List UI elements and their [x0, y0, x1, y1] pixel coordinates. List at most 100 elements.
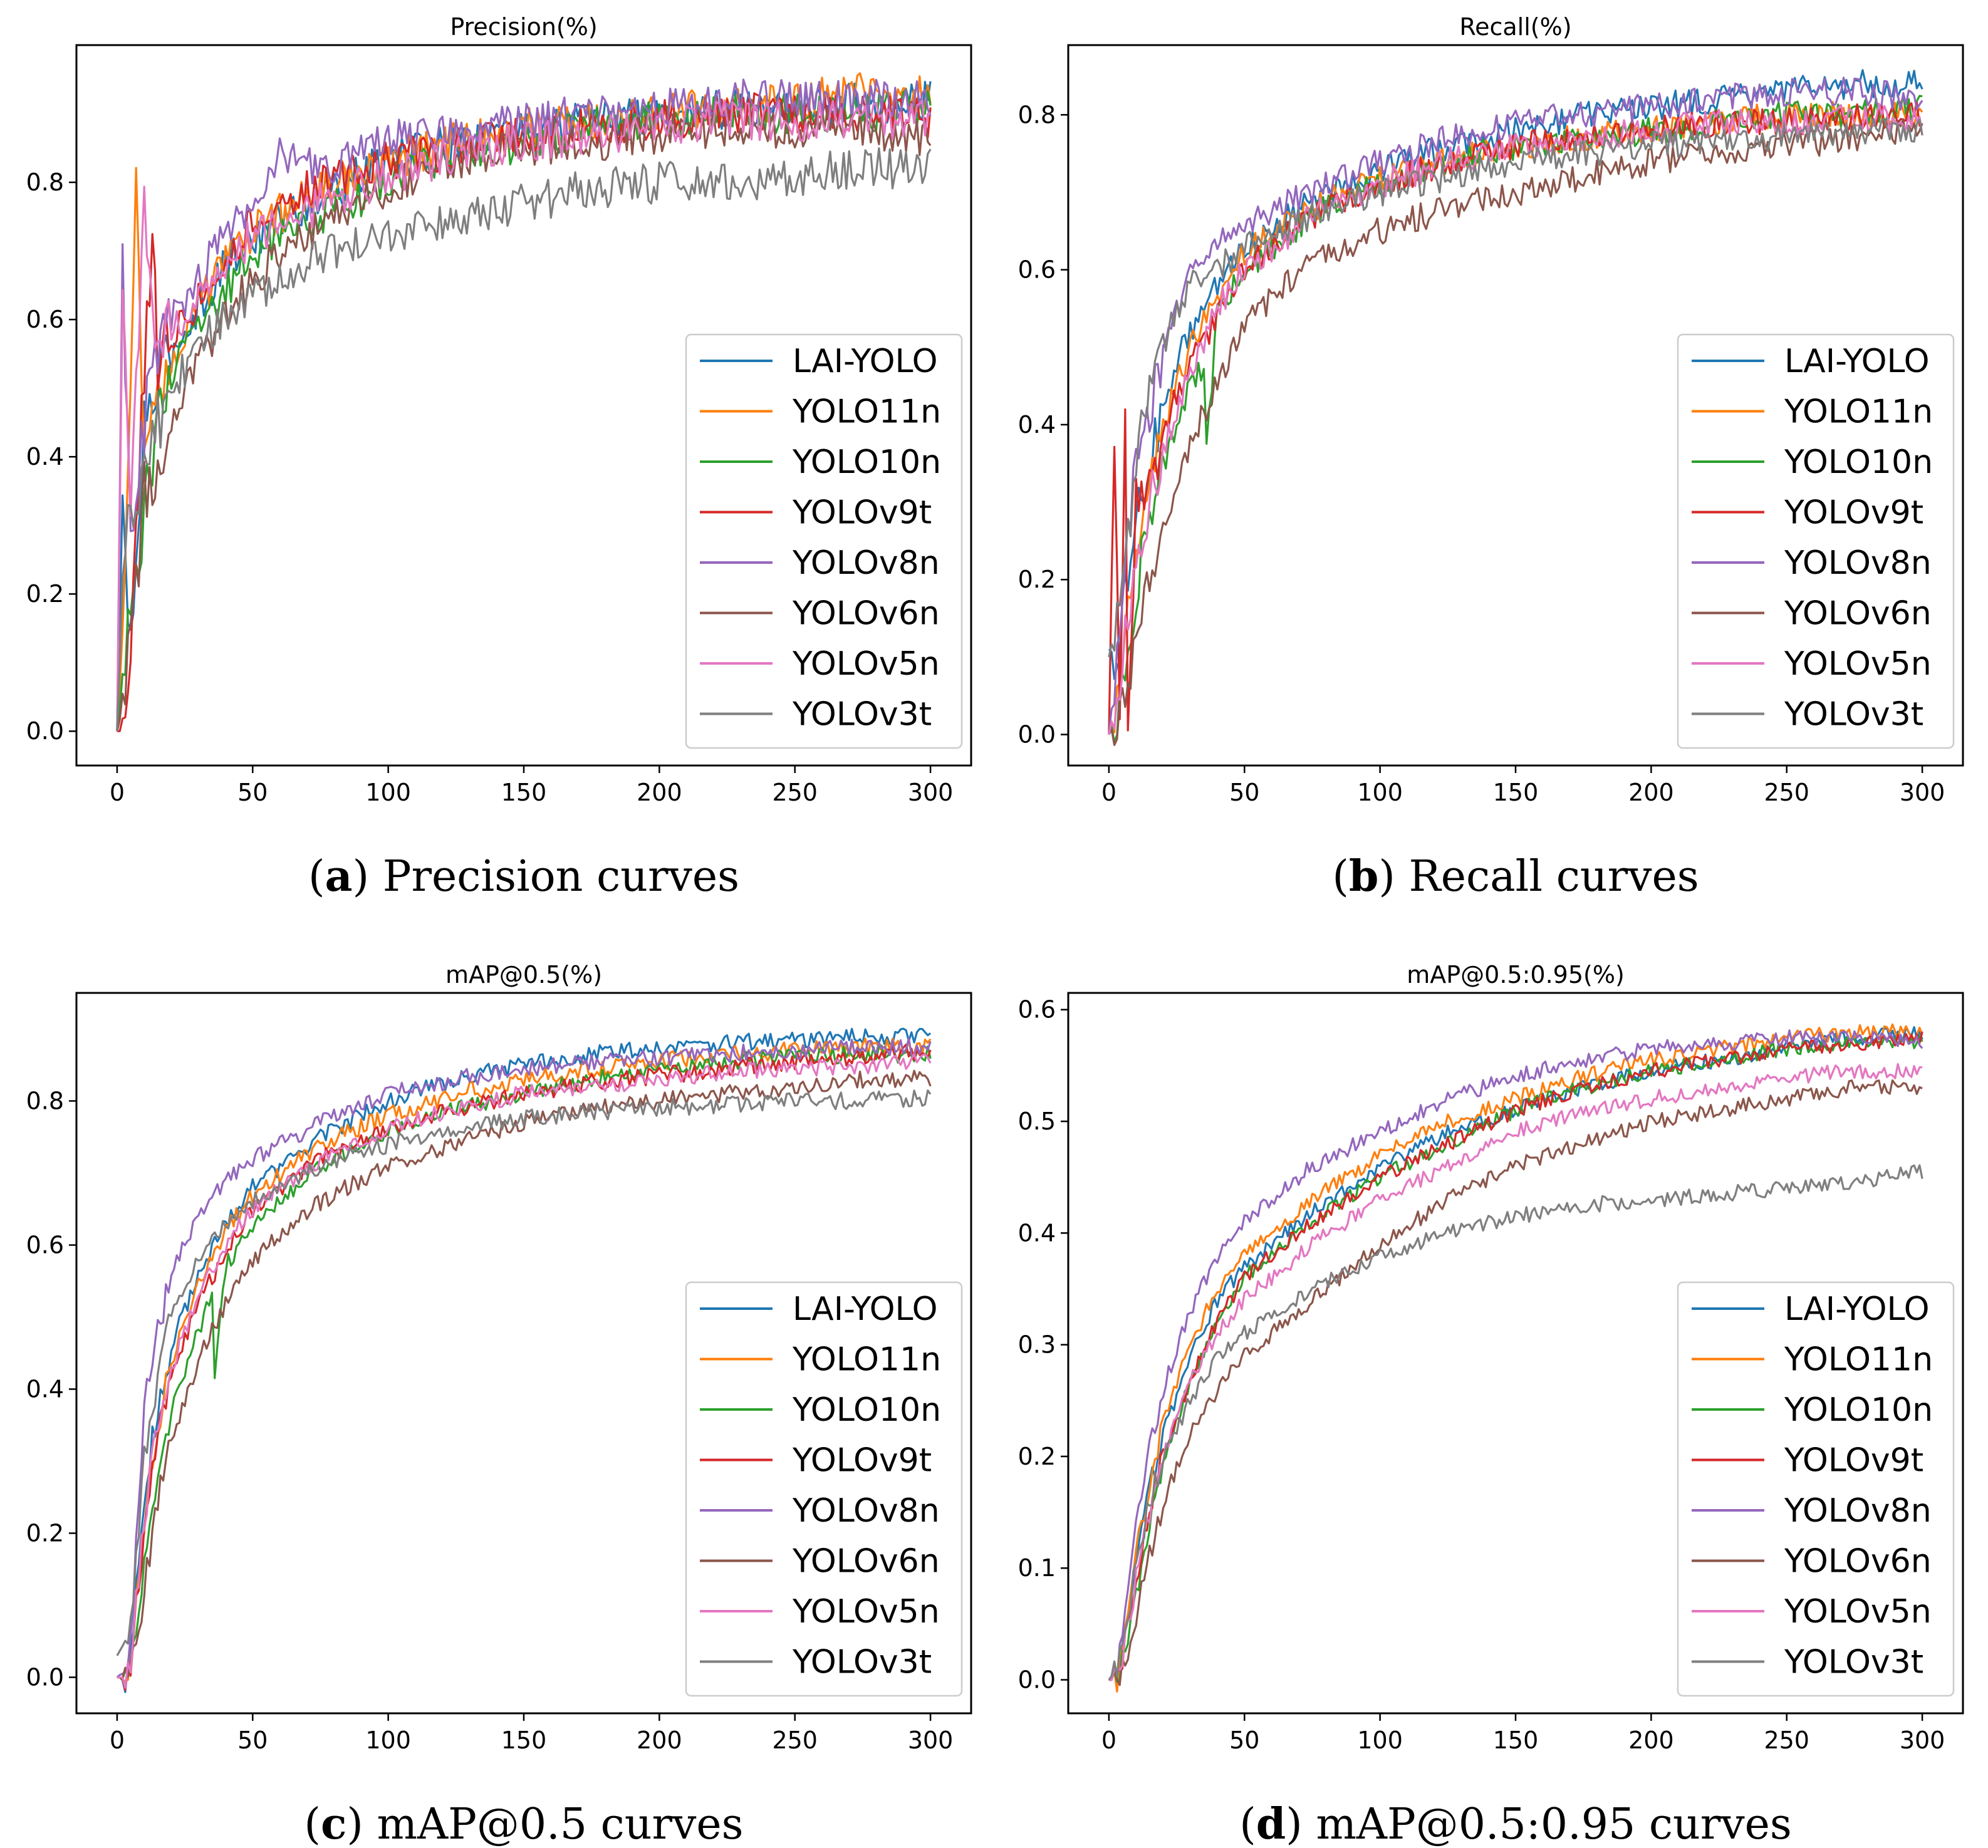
figure-caption: (a) Precision curves — [308, 851, 739, 901]
y-tick-label: 0.6 — [26, 306, 64, 333]
caption-text: mAP@0.5 curves — [377, 1800, 744, 1848]
y-tick-label: 0.2 — [26, 580, 64, 608]
legend-label: YOLOv9t — [792, 1442, 932, 1480]
y-tick-label: 0.3 — [1018, 1331, 1056, 1359]
x-tick-label: 50 — [1229, 779, 1259, 806]
legend-label: YOLOv8n — [792, 1492, 940, 1530]
series-line-yolo11n — [1108, 1023, 1923, 1693]
panel-b: Recall(%) 0 50 100 150 200 250 300 0.0 0.2 0.4 0.6 0… — [1018, 13, 1964, 901]
y-tick-label: 0.4 — [26, 1376, 64, 1403]
caption-label: a — [325, 851, 353, 901]
legend-label: YOLO11n — [1784, 1341, 1933, 1379]
series-line-yolov5n — [1108, 1063, 1923, 1681]
x-tick-label: 0 — [110, 779, 125, 806]
caption-text: mAP@0.5:0.95 curves — [1316, 1800, 1791, 1848]
series-line-yolov5n — [117, 1053, 932, 1689]
series-line-yolov8n — [116, 1037, 932, 1678]
y-tick-label: 0.4 — [1018, 1219, 1056, 1247]
legend-label: YOLOv9t — [1784, 494, 1923, 532]
series-line-yolov5n — [116, 99, 931, 732]
series-line-yolov3t — [116, 147, 932, 732]
series-line-yolov8n — [1108, 1029, 1923, 1681]
legend-label: YOLOv8n — [1784, 544, 1932, 582]
series-line-yolov6n — [1108, 118, 1923, 746]
x-tick-label: 300 — [1900, 1726, 1945, 1754]
series-line-yolov8n — [116, 78, 932, 732]
x-tick-label: 200 — [1628, 779, 1674, 806]
chart-title: Recall(%) — [1459, 13, 1571, 41]
x-tick-label: 250 — [772, 1726, 818, 1754]
y-tick-label: 0.8 — [1018, 101, 1056, 128]
x-tick-label: 300 — [1900, 779, 1945, 806]
chart-title: mAP@0.5:0.95(%) — [1407, 961, 1625, 989]
legend-label: YOLOv5n — [1784, 1593, 1932, 1631]
panel-a: Precision(%) 0 50 100 150 200 250 300 0.0 0.2 0.4 0… — [26, 13, 972, 901]
legend-label: YOLO11n — [792, 393, 941, 431]
caption-text: Recall curves — [1409, 852, 1699, 901]
legend-label: YOLOv3t — [792, 1644, 932, 1681]
y-tick-label: 0.4 — [1018, 411, 1056, 439]
figure-caption: (c) mAP@0.5 curves — [304, 1799, 743, 1848]
legend-label: YOLO11n — [1784, 393, 1933, 431]
panel-d: mAP@0.5:0.95(%) 0 50 100 150 200 250 300 0.0 0.1 0… — [1018, 961, 1964, 1848]
legend-label: YOLOv9t — [1784, 1442, 1923, 1480]
x-tick-label: 0 — [1101, 779, 1116, 806]
y-tick-label: 0.0 — [1018, 1666, 1056, 1694]
series-line-yolov9t — [1108, 1031, 1923, 1681]
y-tick-label: 0.2 — [1018, 566, 1056, 593]
x-tick-label: 100 — [1357, 1726, 1403, 1754]
legend-box — [685, 333, 963, 749]
x-tick-label: 300 — [908, 1726, 954, 1754]
legend-label: YOLO10n — [1784, 1391, 1933, 1429]
x-tick-label: 250 — [1764, 779, 1809, 806]
legend-box — [1677, 1281, 1955, 1697]
legend-label: YOLOv6n — [792, 595, 940, 633]
chart-title: mAP@0.5(%) — [445, 961, 602, 989]
legend-label: LAI-YOLO — [793, 1290, 938, 1328]
legend-label: YOLO10n — [792, 1391, 941, 1429]
y-tick-label: 0.6 — [1018, 256, 1056, 284]
legend-label: YOLOv9t — [792, 494, 932, 532]
legend-label: YOLOv5n — [1784, 645, 1932, 683]
legend-label: YOLO10n — [1784, 444, 1933, 481]
series-group — [116, 72, 932, 732]
series-line-yolov6n — [116, 106, 932, 732]
y-tick-label: 0.0 — [26, 1664, 64, 1691]
x-tick-label: 150 — [501, 779, 547, 806]
legend-label: YOLOv6n — [1784, 1543, 1932, 1581]
legend-box — [685, 1281, 963, 1697]
legend-label: LAI-YOLO — [1784, 1290, 1930, 1328]
legend-label: LAI-YOLO — [793, 343, 938, 380]
caption-text: Precision curves — [383, 852, 739, 901]
series-line-yolov3t — [1108, 1164, 1923, 1681]
x-tick-label: 100 — [1357, 779, 1403, 806]
legend-label: YOLO11n — [792, 1341, 941, 1379]
y-tick-label: 0.1 — [1018, 1554, 1056, 1582]
x-tick-label: 100 — [365, 1726, 411, 1754]
y-tick-label: 0.8 — [26, 1088, 64, 1115]
legend-box — [1677, 333, 1955, 749]
x-tick-label: 150 — [501, 1726, 547, 1754]
series-line-yolov6n — [117, 1069, 932, 1679]
legend-label: YOLOv6n — [1784, 595, 1932, 633]
y-tick-label: 0.5 — [1018, 1108, 1056, 1135]
legend-label: YOLOv3t — [792, 696, 932, 734]
x-tick-label: 200 — [637, 779, 682, 806]
legend-label: YOLOv6n — [792, 1543, 940, 1581]
caption-label: b — [1349, 851, 1379, 901]
series-line-yolov8n — [1108, 76, 1923, 735]
x-tick-label: 100 — [365, 779, 411, 806]
x-tick-label: 150 — [1493, 1726, 1539, 1754]
figure-caption: (b) Recall curves — [1332, 851, 1699, 901]
legend-label: LAI-YOLO — [1784, 343, 1930, 380]
series-line-yolov3t — [116, 1089, 932, 1656]
series-line-yolov6n — [1108, 1079, 1923, 1686]
panel-c: mAP@0.5(%) 0 50 100 150 200 250 300 0.0 0.2 0.4 0.6… — [26, 961, 972, 1848]
caption-label: d — [1256, 1799, 1286, 1848]
series-line-yolov3t — [1108, 117, 1923, 658]
x-tick-label: 200 — [637, 1726, 682, 1754]
y-tick-label: 0.2 — [26, 1520, 64, 1547]
legend-label: YOLOv8n — [1784, 1492, 1932, 1530]
y-tick-label: 0.6 — [26, 1232, 64, 1259]
